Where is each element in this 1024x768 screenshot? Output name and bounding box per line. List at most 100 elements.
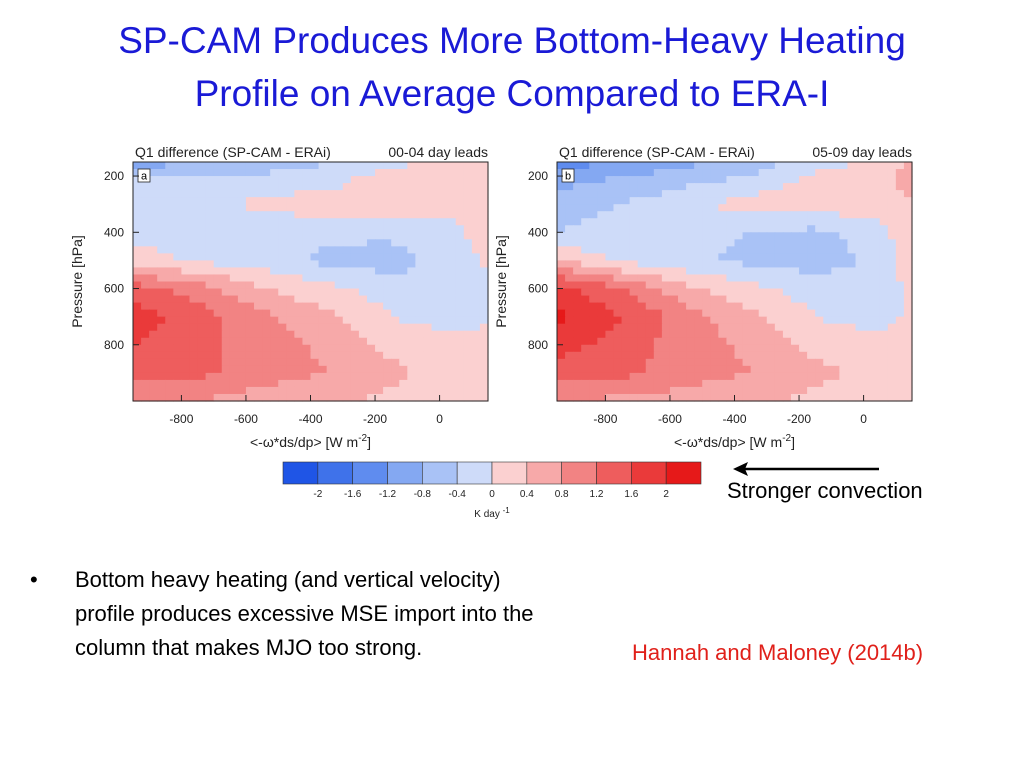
heatmap-cell [557,211,566,219]
heatmap-cell [254,267,263,276]
heatmap-cell [758,197,768,205]
heatmap-cell [887,190,897,198]
heatmap-cell [286,274,295,283]
heatmap-cell [645,365,655,374]
heatmap-cell [375,316,384,325]
heatmap-cell [903,386,913,395]
heatmap-cell [653,232,663,240]
heatmap-cell [807,302,816,311]
heatmap-cell [726,351,736,360]
heatmap-cell [375,260,384,269]
heatmap-cell [447,169,457,177]
heatmap-cell [589,183,598,191]
heatmap-cell [766,386,776,395]
x-tick-label: -200 [363,412,387,426]
heatmap-cell [573,190,582,198]
heatmap-cell [205,260,215,269]
heatmap-cell [758,344,768,353]
heatmap-cell [173,379,183,388]
heatmap-cell [629,316,639,325]
heatmap-cell [165,204,174,212]
heatmap-cell [565,218,574,226]
heatmap-cell [637,372,647,381]
heatmap-cell [653,267,663,276]
heatmap-cell [758,393,768,402]
heatmap-cell [334,386,344,395]
heatmap-cell [669,239,679,247]
heatmap-cell [718,218,728,226]
heatmap-cell [823,211,832,219]
heatmap-cell [742,295,752,304]
heatmap-cell [573,197,582,205]
heatmap-cell [342,204,352,212]
heatmap-cell [573,288,582,297]
heatmap-cell [669,232,679,240]
heatmap-cell [661,162,671,170]
heatmap-cell [895,274,905,283]
heatmap-cell [463,239,473,247]
heatmap-cell [375,239,384,247]
y-tick-label: 400 [104,225,124,239]
heatmap-cell [447,358,457,367]
heatmap-cell [302,260,312,269]
heatmap-cell [399,190,408,198]
heatmap-cell [557,190,566,198]
heatmap-cell [613,330,623,339]
heatmap-cell [702,169,711,177]
heatmap-cell [750,253,760,262]
heatmap-cell [895,239,905,247]
heatmap-cell [197,330,207,339]
heatmap-cell [326,218,336,226]
heatmap-cell [565,267,574,276]
heatmap-cell [702,197,711,205]
heatmap-cell [645,204,655,212]
heatmap-cell [157,309,166,318]
heatmap-cell [383,351,392,360]
heatmap-cell [197,197,207,205]
heatmap-cell [565,162,574,170]
heatmap-cell [573,295,582,304]
heatmap-cell [302,232,312,240]
heatmap-cell [573,274,582,283]
heatmap-cell [229,372,239,381]
heatmap-cell [326,239,336,247]
heatmap-cell [669,246,679,254]
heatmap-cell [197,162,207,170]
heatmap-cell [758,365,768,374]
heatmap-cell [766,372,776,381]
heatmap-panel-a: aQ1 difference (SP-CAM - ERAi) 00-04 day … [69,144,489,450]
heatmap-cell [270,288,279,297]
heatmap-cell [678,351,687,360]
heatmap-cell [678,239,687,247]
heatmap-cell [197,204,207,212]
heatmap-cell [799,239,808,247]
heatmap-cell [774,197,784,205]
heatmap-cell [605,211,615,219]
heatmap-cell [205,274,215,283]
heatmap-cell [637,309,647,318]
heatmap-cell [726,162,736,170]
heatmap-cell [734,372,744,381]
heatmap-cell [318,351,328,360]
heatmap-cell [294,379,304,388]
heatmap-cell [815,211,824,219]
heatmap-cell [157,302,166,311]
colorbar-unit-label: K day -1 [474,506,510,520]
heatmap-cell [350,169,360,177]
heatmap-cell [629,239,639,247]
heatmap-cell [742,197,752,205]
heatmap-cell [221,253,231,262]
heatmap-cell [839,379,849,388]
heatmap-cell [149,344,158,353]
heatmap-cell [366,358,376,367]
stronger-convection-label: Stronger convection [727,478,923,503]
heatmap-cell [302,239,312,247]
heatmap-cell [799,225,808,233]
heatmap-cell [189,337,199,346]
heatmap-cell [621,190,631,198]
heatmap-cell [831,302,840,311]
heatmap-cell [310,288,320,297]
heatmap-cell [605,386,615,395]
heatmap-cell [895,176,905,184]
heatmap-cell [294,372,304,381]
